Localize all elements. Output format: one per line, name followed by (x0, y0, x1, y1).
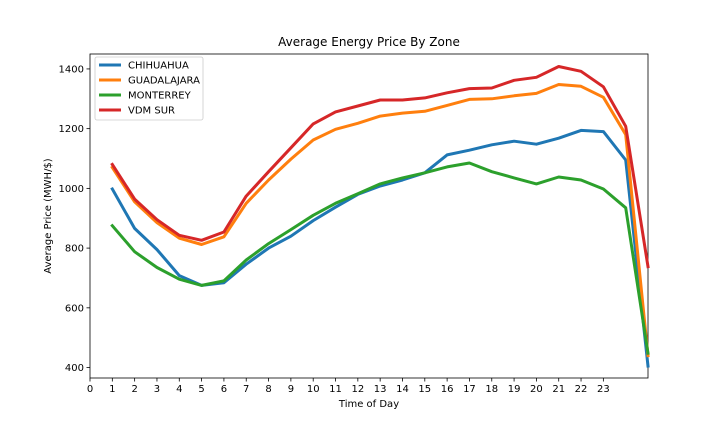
y-tick-label: 1000 (59, 184, 84, 195)
x-tick-label: 6 (221, 384, 227, 395)
x-axis: 0 1 2 3 4 5 6 7 8 9 10 11 12 13 14 15 16 17 18 19 20 21 22 23 (87, 378, 610, 395)
x-tick-label: 18 (485, 384, 498, 395)
x-tick-label: 10 (307, 384, 320, 395)
x-tick-label: 1 (109, 384, 115, 395)
legend-box (94, 56, 204, 121)
x-tick-label: 14 (396, 384, 409, 395)
x-axis-label: Time of Day (338, 399, 399, 410)
series-line-guadalajara (110, 83, 650, 358)
x-tick-label: 13 (374, 384, 387, 395)
series-line-vdm-sur (110, 65, 650, 269)
x-tick-label: 11 (329, 384, 342, 395)
x-tick-label: 3 (154, 384, 160, 395)
x-tick-label: 12 (351, 384, 364, 395)
x-tick-label: 2 (131, 384, 137, 395)
x-tick-label: 15 (418, 384, 431, 395)
x-tick-label: 4 (176, 384, 182, 395)
legend-label-guadalajara: GUADALAJARA (128, 76, 200, 87)
legend-label-monterrey: MONTERREY (128, 91, 192, 102)
x-tick-label: 5 (198, 384, 204, 395)
x-tick-label: 21 (552, 384, 565, 395)
series-line-monterrey (110, 161, 650, 355)
x-tick-label: 16 (441, 384, 454, 395)
x-tick-label: 17 (463, 384, 476, 395)
plot-frame (89, 53, 649, 379)
y-tick-label: 400 (65, 363, 84, 374)
series-line-chihuahua (110, 128, 650, 368)
x-tick-label: 7 (243, 384, 249, 395)
x-tick-label: 23 (597, 384, 610, 395)
x-tick-label: 8 (265, 384, 271, 395)
y-tick-label: 800 (65, 244, 84, 255)
y-axis: 400 600 800 1000 1200 1400 (59, 64, 90, 374)
x-tick-label: 9 (288, 384, 294, 395)
y-tick-label: 1400 (59, 64, 84, 75)
y-axis-label: Average Price (MWH/$) (43, 158, 54, 273)
chart-title: Average Energy Price By Zone (278, 35, 460, 49)
legend-label-chihuahua: CHIHUAHUA (128, 61, 189, 72)
x-tick-label: 22 (575, 384, 588, 395)
legend-label-vdm-sur: VDM SUR (128, 106, 175, 117)
series-lines (110, 65, 650, 368)
y-tick-label: 1200 (59, 124, 84, 135)
x-tick-label: 19 (508, 384, 521, 395)
y-tick-label: 600 (65, 303, 84, 314)
legend: CHIHUAHUA GUADALAJARA MONTERREY VDM SUR (94, 56, 204, 121)
x-tick-label: 20 (530, 384, 543, 395)
x-tick-label: 0 (87, 384, 93, 395)
